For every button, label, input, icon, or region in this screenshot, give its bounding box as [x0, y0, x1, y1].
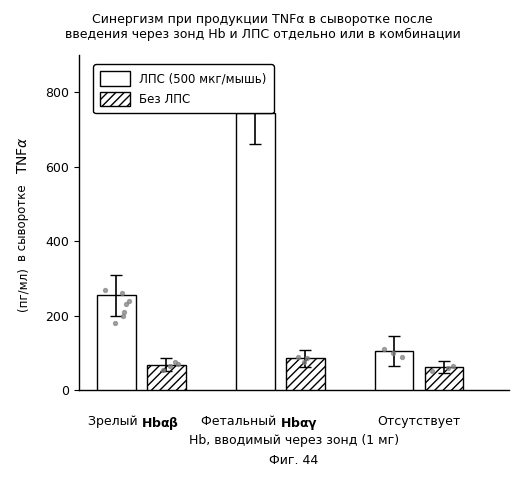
Point [302, 354, 311, 362]
Bar [425, 367, 464, 390]
Point [444, 364, 452, 372]
Text: введения через зонд Hb и ЛПС отдельно или в комбинации: введения через зонд Hb и ЛПС отдельно ил… [65, 28, 460, 40]
Text: Hb, вводимый через зонд (1 мг): Hb, вводимый через зонд (1 мг) [189, 434, 399, 446]
Text: Синергизм при продукции TNFα в сыворотке после: Синергизм при продукции TNFα в сыворотке… [92, 12, 433, 26]
Bar [147, 364, 186, 390]
Text: Фиг. 44: Фиг. 44 [269, 454, 319, 466]
Bar [97, 295, 135, 390]
Point [125, 296, 133, 304]
Point [118, 289, 126, 297]
Point [120, 308, 128, 316]
Point [397, 352, 406, 360]
Text: (пг/мл): (пг/мл) [16, 268, 29, 312]
Text: в сыворотке: в сыворотке [16, 184, 29, 261]
Point [299, 358, 308, 366]
Point [122, 300, 130, 308]
Legend: ЛПС (500 мкг/мышь), Без ЛПС: ЛПС (500 мкг/мышь), Без ЛПС [93, 64, 274, 113]
Point [380, 345, 388, 353]
Text: Фетальный: Фетальный [201, 416, 280, 428]
Point [110, 319, 119, 327]
Point [166, 362, 174, 370]
Bar [236, 112, 275, 390]
Point [293, 352, 302, 360]
Point [174, 360, 182, 368]
Point [171, 358, 179, 366]
Point [428, 368, 436, 376]
Text: $\mathbf{Hb\alpha\gamma}$: $\mathbf{Hb\alpha\gamma}$ [280, 416, 318, 432]
Point [388, 349, 397, 357]
Text: $\mathbf{Hb\alpha\beta}$: $\mathbf{Hb\alpha\beta}$ [141, 416, 180, 432]
Point [101, 286, 109, 294]
Text: Отсутствует: Отсутствует [377, 416, 460, 428]
Bar [374, 351, 413, 390]
Point [449, 362, 457, 370]
Text: Зрелый: Зрелый [88, 416, 141, 428]
Text: TNF$\alpha$: TNF$\alpha$ [16, 136, 30, 174]
Bar [286, 358, 324, 390]
Point [119, 312, 128, 320]
Point [159, 366, 167, 374]
